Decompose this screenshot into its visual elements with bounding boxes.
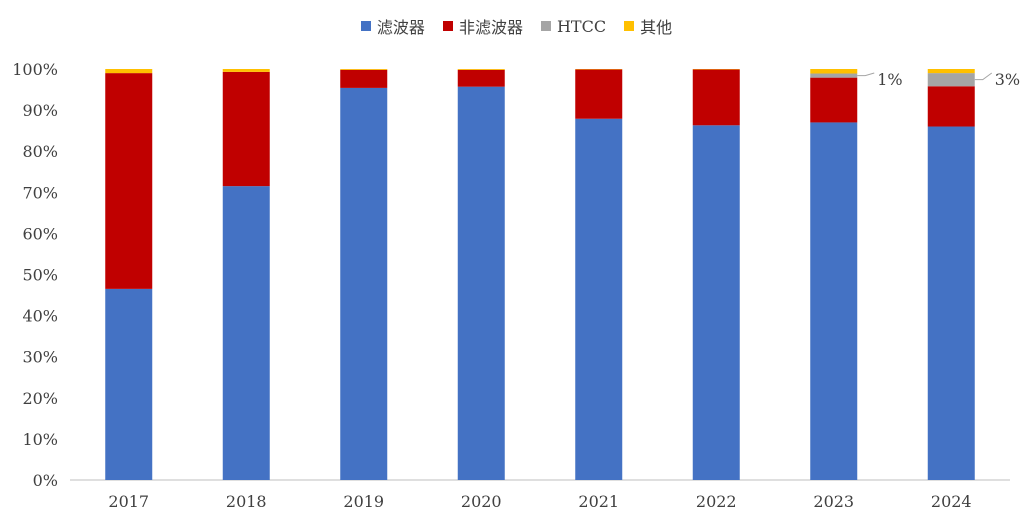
bar-segment <box>810 69 858 74</box>
y-tick-label: 0% <box>33 471 58 490</box>
y-tick-label: 60% <box>22 224 58 243</box>
labels: 1% 3% <box>857 70 1020 89</box>
annotation-leader-line <box>857 72 875 77</box>
bar-segment <box>927 69 975 74</box>
bars <box>105 69 975 481</box>
bar-segment <box>222 71 270 187</box>
legend-label: HTCC <box>556 16 607 36</box>
bar-segment <box>927 73 975 87</box>
bar-segment <box>105 73 153 289</box>
bar-segment <box>340 87 388 480</box>
x-tick-label: 2023 <box>813 492 854 511</box>
legend-item: 滤波器 <box>360 14 425 38</box>
bar-segment <box>692 69 740 126</box>
bar-segment <box>105 288 153 480</box>
legend-swatch <box>360 21 371 31</box>
x-tick-label: 2024 <box>931 492 972 511</box>
legend-label: 其他 <box>640 18 673 37</box>
x-tick-label: 2019 <box>343 492 384 511</box>
bar-segment <box>457 69 505 70</box>
bar-segment <box>692 125 740 480</box>
bar-segment <box>457 86 505 480</box>
bar-segment <box>810 77 858 123</box>
bar-segment <box>810 73 858 78</box>
axes: 0% 10% 20% 30% 40% 50% 60% 70% 80% 90% 100% 2017 201… <box>12 60 1010 511</box>
bar-segment <box>222 69 270 72</box>
bar-segment <box>222 186 270 480</box>
bar-segment <box>105 69 153 74</box>
legend-label: 非滤波器 <box>458 18 523 37</box>
bar-segment <box>927 86 975 127</box>
y-tick-label: 100% <box>12 60 58 79</box>
legend-item: 非滤波器 <box>442 14 523 38</box>
legend-label: 滤波器 <box>376 18 425 37</box>
bar-segment <box>457 69 505 87</box>
y-tick-label: 80% <box>22 142 58 161</box>
annotation-label: 3% <box>995 70 1020 89</box>
x-tick-label: 2017 <box>108 492 149 511</box>
legend: 滤波器 非滤波器 HTCC 其他 <box>0 14 1033 38</box>
y-tick-label: 50% <box>22 266 58 285</box>
y-tick-label: 90% <box>22 101 58 120</box>
bar-segment <box>340 69 388 88</box>
legend-item: 其他 <box>624 14 672 38</box>
y-tick-label: 70% <box>22 183 58 202</box>
legend-swatch <box>540 21 551 31</box>
y-tick-label: 30% <box>22 348 58 367</box>
annotation-leader-line <box>974 72 993 81</box>
bar-segment <box>810 122 858 481</box>
bar-segment <box>340 69 388 70</box>
y-tick-label: 10% <box>22 430 58 449</box>
x-tick-label: 2022 <box>696 492 737 511</box>
x-tick-label: 2018 <box>226 492 267 511</box>
legend-swatch <box>442 21 453 31</box>
y-tick-label: 40% <box>22 307 58 326</box>
legend-item: HTCC <box>540 14 607 38</box>
legend-swatch <box>624 21 635 31</box>
bar-segment <box>927 126 975 480</box>
x-tick-label: 2020 <box>461 492 502 511</box>
x-tick-label: 2021 <box>578 492 619 511</box>
y-tick-label: 20% <box>22 389 58 408</box>
bar-segment <box>575 69 623 119</box>
annotation-label: 1% <box>877 70 902 89</box>
bar-segment <box>575 118 623 480</box>
